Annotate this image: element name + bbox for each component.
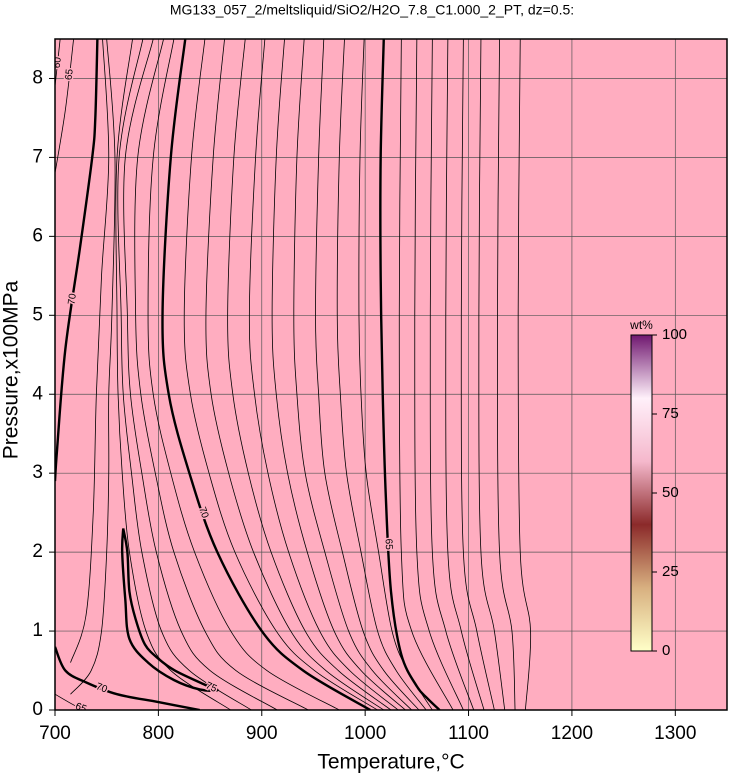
contour-line (117, 39, 252, 710)
contour-line (134, 39, 309, 710)
x-axis-label: Temperature,°C (317, 751, 464, 774)
contour-line (123, 39, 278, 710)
contour-label: 65 (382, 538, 394, 550)
contour-line (147, 39, 340, 710)
contour-line (70, 39, 116, 695)
x-tick-label: 900 (246, 723, 278, 744)
colorbar-tick-label: 0 (662, 642, 670, 659)
contour-line (478, 39, 506, 710)
contour-label: 60 (52, 56, 64, 69)
plot-background (55, 39, 727, 710)
contour-line (120, 528, 219, 693)
colorbar-tick-label: 75 (662, 405, 679, 422)
contour-line (205, 39, 384, 710)
colorbar-tick-label: 50 (662, 484, 679, 501)
contour-line (271, 39, 406, 710)
x-tick-label: 800 (143, 723, 175, 744)
colorbar-tick-label: 25 (662, 563, 679, 580)
y-tick-label: 8 (32, 67, 43, 88)
contour-line (315, 39, 420, 710)
plot-frame (54, 38, 728, 711)
contour-label: 65 (74, 701, 89, 715)
y-axis-label: Pressure,x100MPa (0, 280, 23, 459)
contour-line (227, 39, 392, 710)
y-tick-label: 4 (32, 383, 43, 404)
contour-line (115, 39, 231, 710)
contour-line (70, 39, 110, 663)
colorbar-label: wt% (629, 318, 653, 332)
x-tick-label: 1200 (551, 723, 593, 744)
y-tick-label: 2 (32, 541, 43, 562)
y-tick-label: 3 (32, 462, 43, 483)
contour-line (55, 39, 75, 174)
colorbar-tick-label: 100 (662, 326, 687, 343)
contour-label: 70 (66, 292, 79, 305)
y-tick-label: 1 (32, 620, 43, 641)
contour-line (414, 39, 464, 710)
y-tick-label: 5 (32, 304, 43, 325)
chart-title: MG133_057_2/meltsliquid/SiO2/H2O_7.8_C1.… (170, 2, 574, 18)
contour-line (161, 39, 371, 710)
x-tick-label: 700 (39, 723, 71, 744)
colorbar (630, 334, 653, 652)
y-tick-label: 0 (32, 699, 43, 720)
contour-line (358, 39, 433, 710)
contour-line (183, 39, 378, 710)
contour-line (497, 39, 516, 710)
x-tick-label: 1000 (344, 723, 386, 744)
contour-line (336, 39, 427, 710)
contour-line (429, 39, 475, 710)
contour-line (517, 39, 532, 710)
contour-line (248, 39, 399, 710)
x-tick-label: 1300 (654, 723, 696, 744)
contour-label: 65 (64, 68, 76, 81)
contour-line (293, 39, 412, 710)
contour-line (398, 39, 454, 710)
contour-line (460, 39, 495, 710)
y-tick-label: 6 (32, 225, 43, 246)
contour-line (445, 39, 485, 710)
contour-line (55, 39, 99, 482)
contour-line (55, 646, 200, 710)
y-tick-label: 7 (32, 146, 43, 167)
x-tick-label: 1100 (448, 723, 489, 744)
